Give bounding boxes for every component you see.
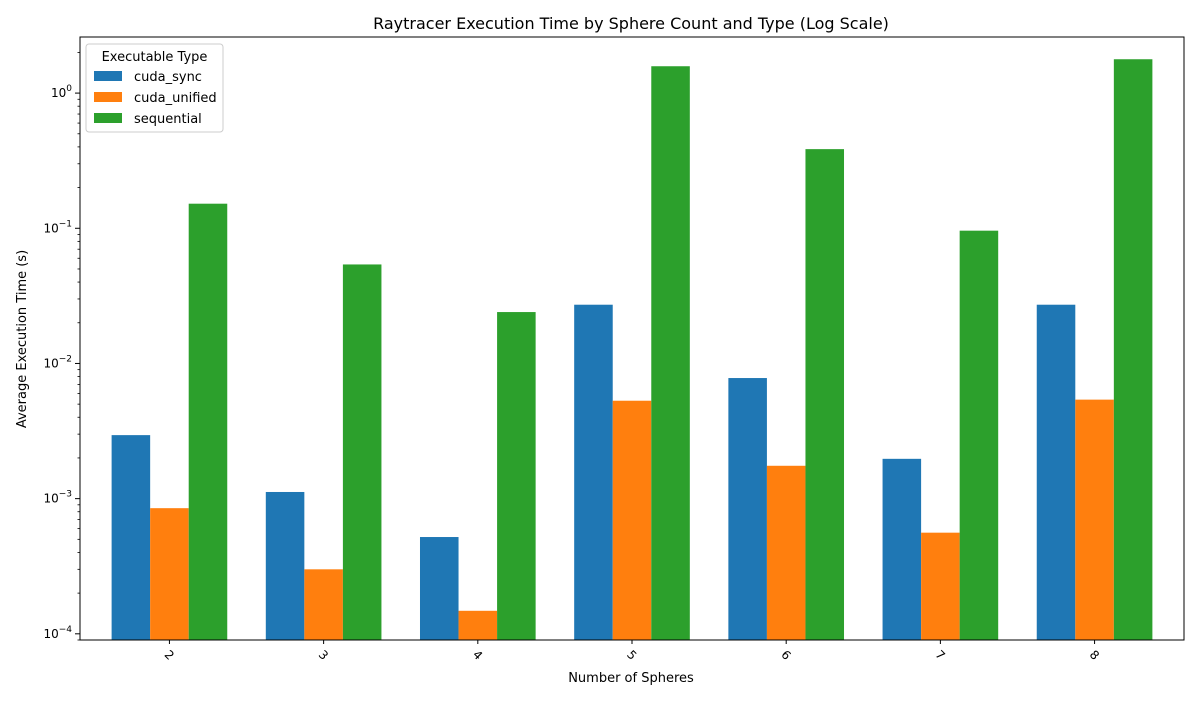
bar-sequential-4	[497, 312, 536, 640]
bar-sequential-6	[805, 149, 845, 640]
legend-label-cuda_sync: cuda_sync	[134, 70, 202, 85]
bar-cuda_unified-5	[612, 400, 652, 640]
bar-sequential-2	[188, 203, 228, 641]
bar-cuda_sync-5	[574, 304, 613, 640]
bar-sequential-7	[959, 230, 999, 640]
x-tick-label-3: 3	[316, 648, 331, 663]
axes-frame	[79, 36, 1185, 641]
legend-swatch-cuda_sync	[94, 71, 122, 81]
x-tick-label-6: 6	[778, 648, 793, 663]
bar-cuda_sync-7	[882, 458, 922, 640]
y-tick-label: 100	[51, 84, 72, 100]
bar-cuda_unified-4	[458, 610, 498, 640]
x-tick-label-5: 5	[624, 648, 639, 663]
bar-sequential-5	[651, 66, 690, 640]
bar-cuda_sync-6	[728, 378, 767, 640]
chart-title: Raytracer Execution Time by Sphere Count…	[373, 14, 889, 33]
legend-label-sequential: sequential	[134, 112, 202, 127]
bar-cuda_unified-2	[150, 508, 189, 640]
y-tick-label: 10−3	[43, 490, 72, 506]
legend-box	[85, 43, 224, 133]
bar-cuda_unified-3	[304, 569, 343, 640]
plot-area: 2 3 4 5 6 7 8 10−4 10−3 10−2 10−1 100	[43, 36, 1185, 663]
legend-title: Executable Type	[102, 50, 208, 65]
bar-cuda_unified-8	[1075, 399, 1114, 640]
bar-cuda_sync-4	[419, 537, 459, 640]
bar-cuda_unified-6	[766, 465, 806, 640]
bar-sequential-3	[342, 264, 382, 640]
legend-swatch-cuda_unified	[94, 92, 122, 102]
y-tick-label: 10−2	[43, 354, 72, 370]
legend-label-cuda_unified: cuda_unified	[134, 91, 217, 106]
y-tick-label: 10−1	[43, 219, 72, 235]
bar-sequential-8	[1113, 59, 1153, 640]
legend: Executable Type cuda_sync cuda_unifiedsequ…	[85, 43, 224, 133]
x-tick-label-7: 7	[933, 648, 948, 663]
bar-cuda_unified-7	[921, 532, 960, 640]
bar-cuda_sync-3	[265, 491, 305, 640]
x-tick-label-4: 4	[470, 648, 485, 663]
legend-swatch-sequential	[94, 113, 122, 123]
x-tick-label-8: 8	[1087, 648, 1102, 663]
x-axis-label: Number of Spheres	[568, 671, 694, 686]
y-tick-label: 10−4	[43, 625, 72, 641]
y-axis-label: Average Execution Time (s)	[15, 250, 30, 428]
x-tick-label-2: 2	[162, 648, 177, 663]
bar-cuda_sync-8	[1036, 304, 1076, 640]
bar-cuda_sync-2	[111, 435, 151, 640]
